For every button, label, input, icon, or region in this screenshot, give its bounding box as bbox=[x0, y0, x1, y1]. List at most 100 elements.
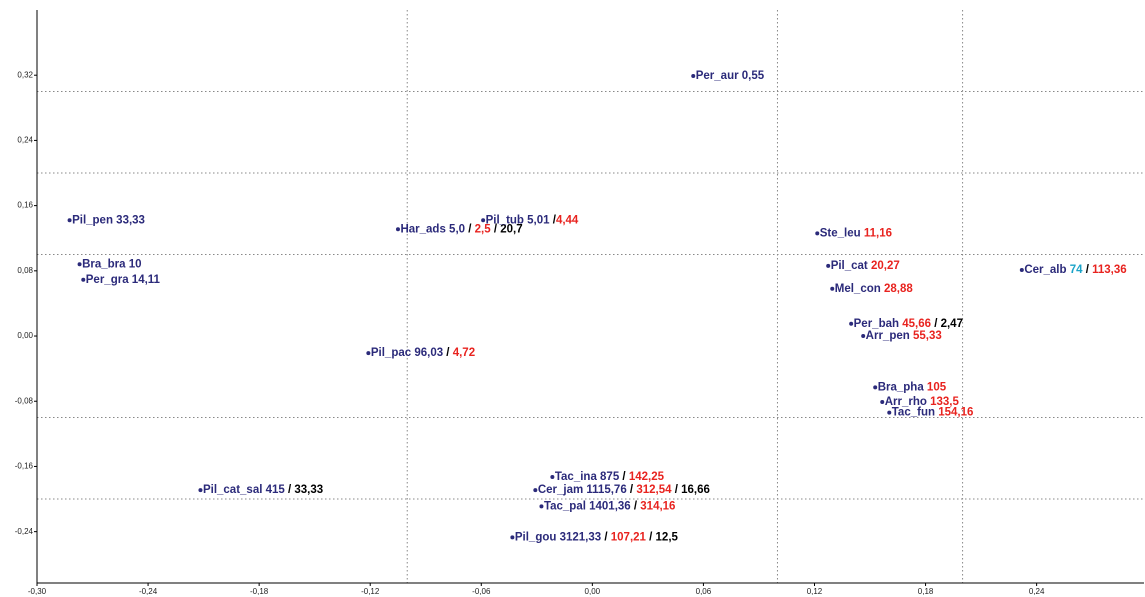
label-part: / bbox=[631, 500, 641, 512]
y-tick-label: 0,00 bbox=[17, 331, 33, 340]
label-part: Pil_pac 96,03 bbox=[371, 347, 443, 359]
point bbox=[395, 227, 400, 232]
label-part: Per_bah bbox=[854, 318, 903, 330]
label-part: 4,72 bbox=[453, 347, 475, 359]
point bbox=[861, 334, 866, 339]
point-label: Pil_pen 33,33 bbox=[72, 214, 145, 226]
point bbox=[826, 263, 831, 268]
point bbox=[481, 218, 486, 223]
label-part: 133,5 bbox=[930, 396, 959, 408]
point bbox=[880, 400, 885, 405]
x-tick-label: 0,00 bbox=[585, 587, 601, 596]
x-tick-label: 0,18 bbox=[918, 587, 934, 596]
label-part: 154,16 bbox=[938, 407, 973, 419]
point-label: Pil_tub 5,01 /4,44 bbox=[486, 214, 579, 226]
label-part: Har_ads 5,0 bbox=[400, 223, 465, 235]
label-part: 55,33 bbox=[913, 330, 942, 342]
point bbox=[550, 475, 555, 480]
label-part: / 20,7 bbox=[491, 223, 523, 235]
label-part: 28,88 bbox=[884, 283, 913, 295]
y-tick-label: 0,08 bbox=[17, 266, 33, 275]
point bbox=[1019, 268, 1024, 273]
point-label: Per_aur 0,55 bbox=[696, 70, 765, 82]
label-part: 74 bbox=[1070, 264, 1083, 276]
label-part: Ste_leu bbox=[820, 227, 864, 239]
point-label: Tac_pal 1401,36 / 314,16 bbox=[544, 500, 676, 512]
y-tick-label: 0,24 bbox=[17, 136, 33, 145]
x-tick-label: -0,30 bbox=[28, 587, 47, 596]
point-label: Har_ads 5,0 / 2,5 / 20,7 bbox=[400, 223, 522, 235]
point-label: Pil_cat 20,27 bbox=[831, 260, 900, 272]
label-part: 312,54 bbox=[636, 484, 672, 496]
label-part: Bra_pha bbox=[878, 381, 927, 393]
label-part: Tac_fun bbox=[892, 407, 938, 419]
label-part: / bbox=[619, 471, 629, 483]
point bbox=[198, 488, 203, 493]
label-part: 11,16 bbox=[864, 227, 892, 239]
label-part: / bbox=[443, 347, 453, 359]
point bbox=[539, 504, 544, 509]
label-part: / bbox=[465, 223, 475, 235]
point bbox=[849, 321, 854, 326]
label-part: Pil_cat bbox=[831, 260, 871, 272]
label-part: Pil_cat_sal 415 bbox=[203, 484, 285, 496]
point-label: Pil_gou 3121,33 / 107,21 / 12,5 bbox=[515, 531, 679, 543]
label-part: Tac_ina 875 bbox=[555, 471, 620, 483]
label-part: Pil_pen 33,33 bbox=[72, 214, 145, 226]
label-part: Per_gra 14,11 bbox=[86, 274, 161, 286]
label-part: / bbox=[627, 484, 637, 496]
label-part: / 16,66 bbox=[672, 484, 710, 496]
point bbox=[67, 218, 72, 223]
label-part: Tac_pal 1401,36 bbox=[544, 500, 631, 512]
y-tick-label: 0,16 bbox=[17, 201, 33, 210]
point-label: Mel_con 28,88 bbox=[835, 283, 914, 295]
x-tick-label: -0,18 bbox=[250, 587, 269, 596]
point bbox=[77, 262, 82, 267]
x-tick-label: 0,24 bbox=[1029, 587, 1045, 596]
label-part: Cer_jam 1115,76 bbox=[538, 484, 627, 496]
label-part: 314,16 bbox=[640, 500, 675, 512]
label-part: / 2,47 bbox=[931, 318, 963, 330]
point bbox=[366, 351, 371, 356]
label-part: / bbox=[1083, 264, 1093, 276]
point-label: Cer_alb 74 / 113,36 bbox=[1024, 264, 1126, 276]
point-label: Tac_ina 875 / 142,25 bbox=[555, 471, 665, 483]
point bbox=[830, 286, 835, 291]
point bbox=[691, 74, 696, 79]
label-part: 142,25 bbox=[629, 471, 665, 483]
label-part: 105 bbox=[927, 381, 947, 393]
x-tick-label: -0,12 bbox=[361, 587, 380, 596]
x-tick-label: -0,06 bbox=[472, 587, 491, 596]
y-tick-label: -0,24 bbox=[15, 527, 34, 536]
label-part: Per_aur 0,55 bbox=[696, 70, 765, 82]
label-part: / 33,33 bbox=[285, 484, 323, 496]
point-label: Pil_pac 96,03 / 4,72 bbox=[371, 347, 475, 359]
y-tick-label: -0,16 bbox=[15, 462, 34, 471]
point-label: Pil_cat_sal 415 / 33,33 bbox=[203, 484, 323, 496]
point bbox=[510, 535, 515, 540]
label-part: / bbox=[550, 214, 557, 226]
label-part: Arr_rho bbox=[885, 396, 930, 408]
point bbox=[815, 231, 820, 236]
label-part: 20,27 bbox=[871, 260, 900, 272]
point-label: Cer_jam 1115,76 / 312,54 / 16,66 bbox=[538, 484, 710, 496]
point bbox=[887, 410, 892, 415]
point-label: Ste_leu 11,16 bbox=[820, 227, 892, 239]
label-part: Pil_tub 5,01 bbox=[486, 214, 551, 226]
point bbox=[81, 277, 86, 282]
label-part: 2,5 bbox=[475, 223, 492, 235]
label-part: / 12,5 bbox=[646, 531, 679, 543]
label-part: Mel_con bbox=[835, 283, 884, 295]
point-label: Per_bah 45,66 / 2,47 bbox=[854, 318, 963, 330]
x-tick-label: 0,06 bbox=[696, 587, 712, 596]
point bbox=[533, 488, 538, 493]
label-part: 4,44 bbox=[556, 214, 579, 226]
x-tick-label: -0,24 bbox=[139, 587, 158, 596]
label-part: Pil_gou 3121,33 bbox=[515, 531, 601, 543]
label-part: 113,36 bbox=[1092, 264, 1127, 276]
y-tick-label: -0,08 bbox=[15, 396, 34, 405]
point-label: Bra_bra 10 bbox=[82, 258, 141, 270]
label-part: Cer_alb bbox=[1024, 264, 1069, 276]
x-tick-label: 0,12 bbox=[807, 587, 823, 596]
